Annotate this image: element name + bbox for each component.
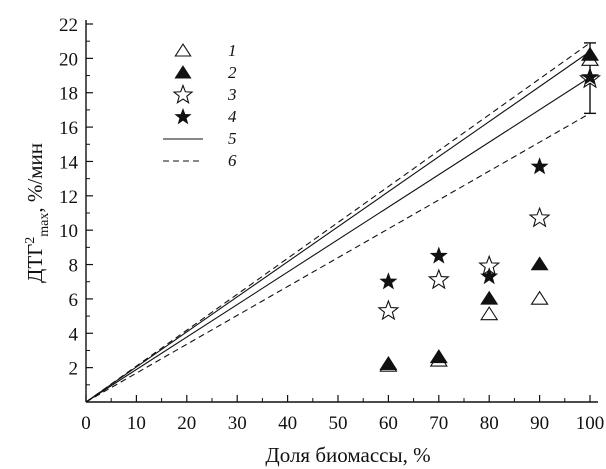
x-tick-label: 10 <box>127 413 146 434</box>
series-5-solid-line <box>85 51 591 403</box>
series-4-point <box>580 67 600 85</box>
legend-marker-4 <box>174 107 192 125</box>
x-axis-title: Доля биомассы, % <box>265 443 430 467</box>
y-tick-label: 8 <box>69 256 79 277</box>
series-3-point <box>377 299 400 321</box>
y-axis-title-superscript: 2 <box>23 237 38 244</box>
series-2-point <box>581 46 599 61</box>
x-tick-label: 90 <box>530 413 549 434</box>
legend-label-2: 2 <box>228 63 237 82</box>
x-tick-label: 70 <box>429 413 448 434</box>
series-4-point <box>429 246 448 264</box>
y-tick-label: 18 <box>59 84 78 105</box>
legend-marker-1 <box>174 43 192 57</box>
x-tick-label: 100 <box>576 413 605 434</box>
legend-label-6: 6 <box>228 151 237 170</box>
points-layer <box>377 46 602 372</box>
series-5-solid-line <box>85 76 591 403</box>
series-2-point <box>379 356 398 370</box>
y-axis-title-main: ДТГ <box>23 244 47 283</box>
x-tick-label: 40 <box>278 413 297 434</box>
y-tick-label: 12 <box>59 187 78 208</box>
lines-layer <box>85 42 596 403</box>
y-tick-label: 10 <box>59 221 78 242</box>
legend-label-4: 4 <box>228 107 237 126</box>
x-tick-label: 60 <box>379 413 398 434</box>
x-tick-label: 0 <box>81 413 91 434</box>
series-2-point <box>480 290 499 305</box>
series-4-point <box>480 267 499 285</box>
series-1-point <box>480 306 499 321</box>
y-tick-label: 16 <box>59 118 78 139</box>
legend-label-3: 3 <box>227 85 237 104</box>
y-tick-label: 2 <box>69 359 79 380</box>
legend-label-5: 5 <box>228 129 237 148</box>
series-3-point <box>528 206 551 228</box>
y-axis-title-unit: , %/мин <box>23 143 47 213</box>
series-3-point <box>427 268 450 290</box>
x-tick-label: 20 <box>177 413 196 434</box>
y-tick-label: 14 <box>59 152 79 173</box>
y-tick-label: 6 <box>69 290 79 311</box>
y-tick-label: 4 <box>69 324 79 345</box>
series-4-point <box>379 272 398 290</box>
legend-label-1: 1 <box>228 41 237 60</box>
series-2-point <box>530 256 549 271</box>
x-tick-label: 30 <box>228 413 247 434</box>
series-4-point <box>530 157 549 175</box>
x-tick-label: 50 <box>329 413 348 434</box>
y-tick-label: 22 <box>59 15 78 36</box>
legend-marker-2 <box>174 65 192 79</box>
series-6-dashed-line <box>85 112 591 403</box>
series-2-point <box>429 349 448 364</box>
y-axis-title: ДТГ2max, %/мин <box>23 143 52 283</box>
legend: 1 2 3 4 5 6 <box>163 41 237 170</box>
legend-marker-3 <box>172 83 194 104</box>
x-tick-label: 80 <box>480 413 499 434</box>
series-6-dashed-line <box>85 42 591 403</box>
y-axis-title-subscript: max <box>37 213 52 237</box>
series-1-point <box>530 290 549 305</box>
y-tick-label: 20 <box>59 49 78 70</box>
